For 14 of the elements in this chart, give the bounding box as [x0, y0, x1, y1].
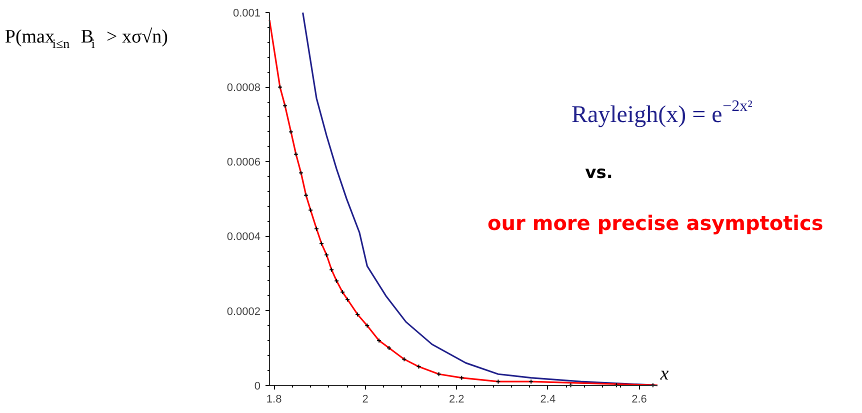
y-tick-label: 0.001 — [232, 8, 261, 20]
x-axis-title: x — [659, 364, 670, 385]
x-tick-label: 2.4 — [540, 393, 556, 406]
x-tick-label: 1.8 — [266, 393, 282, 406]
x-tick-label: 2 — [362, 393, 368, 406]
y-tick-label: 0.0002 — [226, 306, 261, 318]
y-tick-label: 0.0006 — [226, 156, 261, 169]
text: our more precise asymptotics — [488, 210, 824, 235]
y-tick-label: 0 — [254, 380, 261, 392]
x-tick-label: 2.6 — [632, 393, 647, 406]
annotation: vs. — [585, 163, 613, 184]
y-tick-label: 0.0008 — [226, 82, 261, 94]
x-tick-label: 2.2 — [449, 393, 464, 406]
y-tick-label: 0.0004 — [226, 231, 261, 244]
